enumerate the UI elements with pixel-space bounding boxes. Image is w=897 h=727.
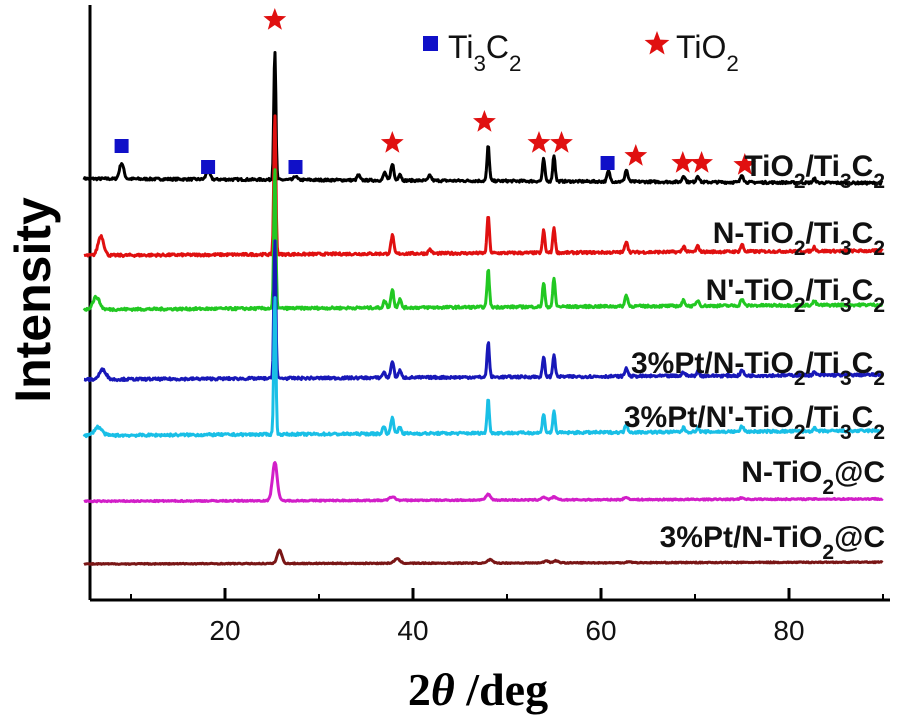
- series-line: [83, 461, 884, 504]
- ti3c2-marker: [201, 160, 216, 174]
- tio2-marker: [733, 153, 757, 175]
- tio2-marker: [380, 131, 404, 153]
- series-line: [83, 548, 884, 566]
- tio2-marker: [527, 131, 551, 153]
- series-label: 3%Pt/N-TiO2/Ti3C2: [631, 347, 885, 390]
- tio2-marker: [690, 151, 713, 173]
- x-axis-label: 2θ /deg: [408, 664, 548, 715]
- series-label: N'-TiO2/Ti3C2: [706, 274, 885, 317]
- x-tick-label: 60: [585, 615, 616, 646]
- legend-ti3c2-square-icon: [423, 36, 438, 51]
- series-label: TiO2/Ti3C2: [744, 150, 885, 193]
- y-axis-label: Intensity: [5, 197, 61, 403]
- x-tick-label: 40: [397, 615, 428, 646]
- tio2-marker: [671, 151, 695, 173]
- ti3c2-marker: [288, 160, 303, 174]
- ti3c2-marker: [114, 139, 129, 153]
- series-label: N-TiO2@C: [741, 456, 885, 499]
- legend-label-ti3c2: Ti3C2: [448, 29, 521, 76]
- tio2-marker: [624, 144, 648, 166]
- series-line: [83, 114, 884, 258]
- tio2-marker: [263, 8, 287, 30]
- ti3c2-marker: [600, 156, 615, 170]
- tio2-marker: [550, 131, 573, 153]
- series-label: 3%Pt/N'-TiO2/Ti3C2: [624, 401, 885, 444]
- series-line: [82, 168, 884, 313]
- x-tick-label: 20: [209, 615, 240, 646]
- series-label: N-TiO2/Ti3C2: [713, 217, 885, 260]
- legend: Ti3C2 TiO2: [423, 29, 739, 76]
- legend-label-tio2: TiO2: [676, 29, 739, 76]
- series-label: 3%Pt/N-TiO2@C: [660, 521, 885, 564]
- tio2-marker: [473, 110, 496, 132]
- series-line: [82, 51, 884, 186]
- series-line: [83, 239, 884, 383]
- series-line: [82, 296, 884, 439]
- legend-tio2-star-icon: [644, 31, 670, 55]
- x-tick-label: 80: [773, 615, 804, 646]
